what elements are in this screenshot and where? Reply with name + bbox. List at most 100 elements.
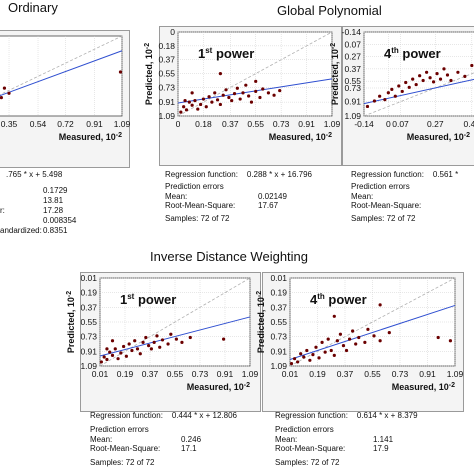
point-idw4-19 [347,337,352,341]
point-idw1-19 [152,340,156,344]
axis-title-x-exp-gp4: -2 [464,132,470,139]
point-gp4-22 [449,78,453,83]
point-gp1-26 [254,89,258,93]
point-gp1-32 [254,79,258,83]
point-idw4-24 [366,327,370,331]
idw4-rms-label: Root-Mean-Square: [275,444,346,453]
regression-idw1: Regression function: 0.444 * x + 12.806 [90,411,237,420]
point-idw1-20 [155,334,159,338]
point-idw4-6 [308,358,312,362]
idw1-mean-label: Mean: [90,435,113,444]
ord-stat-2: 17.28 [43,206,64,215]
point-idw4-29 [378,303,382,307]
tick-y-idw1-0: 1.09 [80,361,97,371]
tick-y-gp1-2: 0.73 [158,82,175,92]
point-idw1-15 [141,340,145,344]
point-idw1-9 [124,354,128,358]
point-gp4-7 [397,84,401,88]
tick-x-idw1-4: 0.73 [192,369,209,379]
point-gp4-3 [383,98,387,102]
point-gp4-13 [418,74,422,78]
tick-x-idw4-4: 0.73 [392,369,409,379]
title-ordinary: Ordinary [8,0,58,15]
point-idw4-4 [302,355,306,359]
point-idw1-6 [116,357,120,361]
axis-title-y-idw4: Predicted, 10-2 [256,291,266,353]
point-gp1-25 [249,100,254,104]
point-gp1-17 [227,95,231,100]
reference-line-ordinary [0,35,123,96]
point-gp1-21 [238,97,242,101]
power-label-gp1: 1st power [198,46,254,61]
tick-x-idw1-5: 0.91 [217,369,234,379]
point-idw4-25 [372,334,376,338]
axis-title-x-ordinary: Measured, 10-2 [59,132,122,142]
title-idw: Inverse Distance Weighting [150,249,309,264]
point-idw1-12 [133,339,137,343]
idw1-rms-value: 17.1 [181,444,197,453]
tick-x-idw4-5: 0.91 [419,369,436,379]
gp1-stats-header: Prediction errors [165,182,224,191]
ord-stat-1: 13.81 [43,196,64,205]
tick-x-gp1-4: 0.73 [273,119,290,129]
power-sup-gp4: th [391,46,399,55]
point-gp1-29 [266,91,271,95]
point-gp4-14 [421,78,425,83]
axis-title-y-exp-idw1: -2 [66,291,73,297]
power-word-idw4: power [325,292,367,307]
point-idw1-4 [110,353,115,358]
tick-y-gp4-1: 0.91 [344,97,361,107]
point-idw1-3 [108,350,112,354]
point-gp4-19 [438,77,443,81]
tick-y-gp4-5: 0.27 [344,52,361,62]
point-gp4-12 [414,82,418,87]
point-idw1-30 [222,337,226,341]
tick-x-ordinary-3: 0.91 [86,119,103,129]
tick-y-idw4-3: 0.55 [270,317,287,327]
point-idw1-25 [174,337,178,341]
point-ordinary-9 [2,86,7,90]
tick-y-gp1-0: 1.09 [158,111,175,121]
idw4-stats-header: Prediction errors [275,425,334,434]
point-idw1-18 [149,347,153,351]
gp1-mean-value: 0.02149 [258,192,287,201]
plot-area-ordinary [0,35,123,117]
point-idw1-7 [119,351,123,355]
title-global-polynomial: Global Polynomial [277,3,382,18]
point-idw4-12 [326,337,330,341]
power-label-idw4: 4th power [310,292,367,307]
tick-x-gp4-2: 0.07 [392,119,409,129]
point-gp1-18 [230,98,234,103]
point-gp4-1 [372,99,377,103]
idw4-samples: Samples: 72 of 72 [275,458,340,467]
power-sup-idw4: th [317,292,325,301]
point-gp1-11 [210,100,214,104]
tick-x-ordinary-4: 1.09 [114,119,131,129]
point-gp1-10 [207,95,211,99]
point-idw1-29 [105,347,109,351]
tick-y-idw4-0: 1.09 [270,361,287,371]
tick-x-idw4-0: 0.01 [282,369,299,379]
tick-y-idw4-6: 0.01 [270,273,287,283]
reference-line-idw1 [99,277,251,367]
tick-y-gp1-3: 0.55 [158,69,175,79]
power-word-gp1: power [212,46,254,61]
point-gp1-0 [179,110,183,114]
tick-x-gp1-0: 0 [176,119,181,129]
point-gp1-8 [201,97,206,101]
plot-ordinary [0,35,123,117]
point-idw4-13 [329,348,333,353]
gp1-rms-value: 17.67 [258,201,279,210]
point-gp4-4 [386,91,390,95]
point-gp1-22 [241,91,245,95]
point-idw1-8 [122,344,126,349]
gp4-mean-label: Mean: [351,192,374,201]
tick-y-idw1-5: 0.19 [80,288,97,298]
tick-x-gp1-2: 0.37 [222,119,239,129]
point-idw1-5 [113,347,117,351]
tick-x-idw1-2: 0.37 [142,369,159,379]
point-idw1-21 [158,345,162,349]
tick-x-gp4-0: -0.14 [354,119,374,129]
point-idw1-17 [147,344,151,348]
